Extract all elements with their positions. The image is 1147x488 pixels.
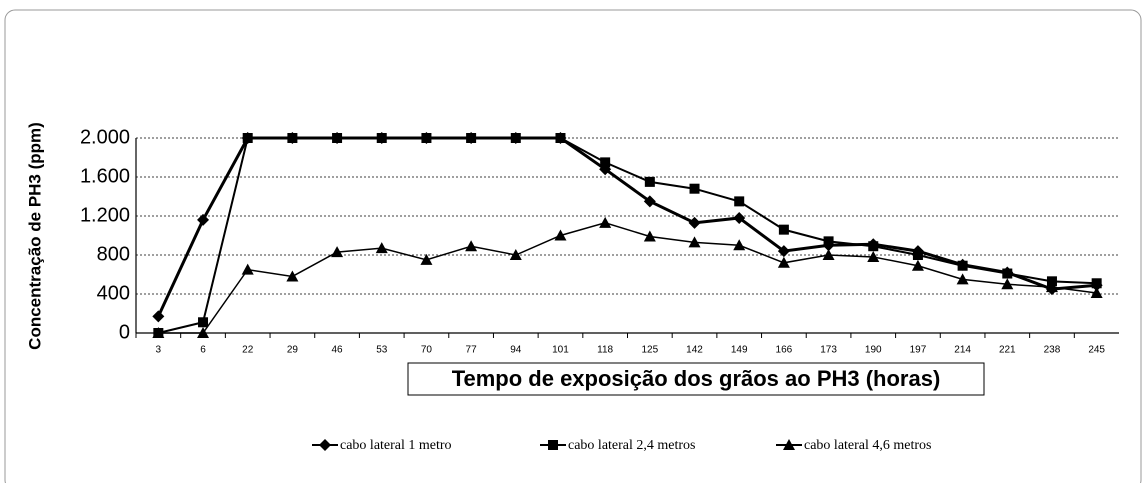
point-marker — [733, 239, 746, 251]
point-marker — [1091, 278, 1102, 289]
point-marker — [466, 133, 477, 143]
x-axis-title: Tempo de exposição dos grãos ao PH3 (hor… — [452, 366, 941, 391]
point-marker — [375, 242, 388, 254]
frame — [4, 9, 1142, 488]
point-marker — [822, 249, 835, 260]
point-marker — [197, 327, 210, 338]
point-marker — [1001, 278, 1014, 290]
point-marker — [421, 133, 432, 143]
x-tick-label: 94 — [510, 345, 522, 356]
x-tick-label: 53 — [376, 345, 388, 356]
point-marker — [152, 310, 165, 323]
x-tick-label: 6 — [200, 345, 206, 356]
point-marker — [152, 327, 165, 338]
point-marker — [599, 216, 612, 228]
point-marker — [733, 211, 746, 224]
point-marker — [197, 213, 210, 226]
point-marker — [332, 133, 343, 143]
point-marker — [778, 224, 789, 235]
point-marker — [198, 317, 209, 328]
point-marker — [287, 133, 298, 143]
y-tick-label: 400 — [97, 282, 130, 304]
point-marker — [688, 216, 701, 229]
point-marker — [376, 133, 387, 143]
point-marker — [331, 246, 344, 258]
point-marker — [688, 236, 701, 248]
point-marker — [644, 176, 655, 187]
point-marker — [867, 250, 880, 262]
point-marker — [643, 195, 656, 208]
legend-marker — [783, 439, 795, 450]
point-marker — [643, 230, 656, 242]
x-tick-label: 197 — [910, 345, 927, 356]
x-tick-label: 173 — [820, 345, 837, 356]
x-tick-label: 22 — [242, 345, 254, 356]
x-tick-label: 3 — [156, 345, 162, 356]
x-tick-label: 125 — [641, 345, 658, 356]
legend-label: cabo lateral 2,4 metros — [568, 438, 696, 453]
point-marker — [911, 259, 924, 271]
point-marker — [868, 241, 879, 252]
x-tick-label: 190 — [865, 345, 882, 356]
x-tick-label: 77 — [466, 345, 478, 356]
x-tick-label: 238 — [1044, 345, 1061, 356]
x-tick-label: 70 — [421, 345, 433, 356]
point-marker — [912, 250, 923, 260]
point-marker — [510, 133, 521, 143]
point-marker — [286, 270, 299, 282]
point-marker — [956, 273, 969, 285]
y-tick-label: 0 — [119, 321, 130, 343]
point-marker — [957, 260, 968, 271]
x-tick-label: 245 — [1088, 345, 1105, 356]
x-tick-label: 142 — [686, 345, 703, 356]
point-marker — [600, 157, 611, 168]
x-tick-label: 46 — [332, 345, 344, 356]
x-tick-label: 221 — [999, 345, 1016, 356]
point-marker — [555, 133, 566, 143]
legend-marker — [548, 440, 558, 450]
y-tick-label: 2.000 — [80, 126, 130, 148]
point-marker — [509, 249, 522, 260]
y-tick-label: 800 — [97, 243, 130, 265]
y-tick-label: 1.600 — [80, 165, 130, 187]
point-marker — [777, 256, 790, 268]
y-tick-label: 1.200 — [80, 204, 130, 226]
point-marker — [554, 229, 567, 241]
y-axis-title: Concentração de PH3 (ppm) — [25, 122, 44, 350]
point-marker — [777, 245, 790, 258]
x-tick-label: 101 — [552, 345, 569, 356]
series-line — [158, 222, 1097, 334]
x-tick-label: 166 — [776, 345, 793, 356]
point-marker — [465, 240, 478, 252]
point-marker — [689, 183, 700, 194]
point-marker — [1002, 268, 1013, 279]
x-title-box — [407, 362, 985, 396]
x-tick-label: 149 — [731, 345, 748, 356]
series-line — [158, 137, 1097, 334]
x-tick-label: 29 — [287, 345, 299, 356]
legend-label: cabo lateral 1 metro — [340, 438, 452, 453]
x-tick-label: 118 — [597, 345, 613, 356]
legend-label: cabo lateral 4,6 metros — [804, 438, 932, 453]
point-marker — [734, 196, 745, 207]
point-marker — [420, 253, 433, 265]
point-marker — [1045, 281, 1058, 293]
point-marker — [241, 263, 254, 275]
point-marker — [823, 236, 834, 247]
point-marker — [242, 133, 253, 143]
legend-marker — [319, 439, 331, 451]
x-tick-label: 214 — [954, 345, 971, 356]
point-marker — [1090, 287, 1103, 299]
